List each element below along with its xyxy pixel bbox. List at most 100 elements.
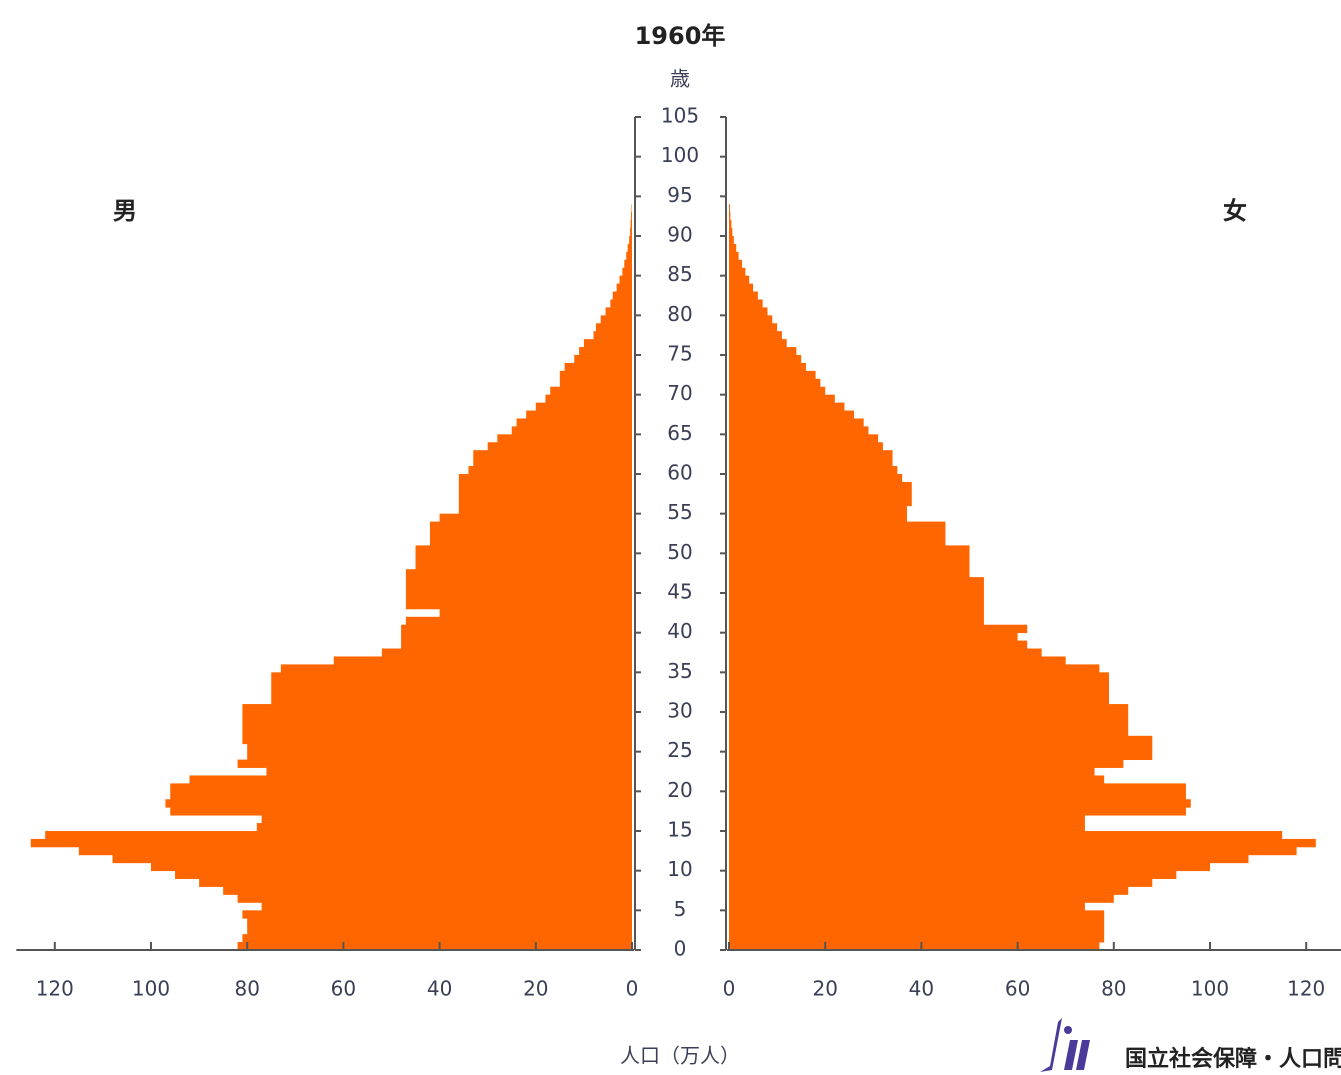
bar	[629, 236, 632, 245]
bar	[729, 600, 984, 610]
bar	[729, 299, 763, 308]
bar	[415, 545, 632, 554]
bar	[729, 251, 739, 261]
bar	[237, 759, 632, 768]
bar	[458, 497, 632, 507]
bar	[729, 378, 821, 388]
bar	[564, 362, 632, 372]
y-tick-label: 55	[667, 500, 692, 524]
bar	[729, 886, 1129, 895]
bar	[271, 680, 632, 689]
bar	[729, 585, 984, 594]
legend-female: 女	[1223, 197, 1247, 225]
bar	[729, 315, 773, 324]
x-tick-label: 60	[331, 977, 356, 1001]
bar	[729, 489, 912, 499]
bar	[729, 807, 1186, 816]
bar	[729, 323, 778, 332]
bar	[458, 489, 632, 499]
bar	[242, 934, 632, 943]
bar	[729, 243, 737, 253]
bar	[729, 339, 787, 348]
y-axis-label: 歳	[670, 67, 690, 91]
bar	[247, 751, 632, 760]
bar	[271, 688, 632, 697]
bar	[729, 783, 1186, 792]
bar	[729, 632, 1018, 641]
bar	[729, 862, 1210, 872]
bar	[729, 894, 1114, 903]
bar	[729, 394, 835, 403]
bar	[729, 640, 1028, 649]
bar	[729, 307, 768, 316]
y-tick-label: 105	[661, 104, 699, 128]
bar	[630, 220, 632, 229]
bar	[271, 672, 632, 681]
y-tick-label: 60	[667, 461, 692, 485]
bar	[610, 299, 632, 308]
bar	[729, 259, 742, 269]
bar	[401, 624, 632, 634]
bar	[261, 902, 632, 911]
bar	[729, 767, 1095, 776]
bar	[729, 926, 1105, 935]
bar	[439, 608, 632, 618]
chart-title: 1960年	[635, 22, 726, 50]
bar	[405, 585, 632, 594]
bar	[729, 450, 893, 459]
bar	[429, 521, 632, 530]
bar	[729, 402, 845, 411]
y-tick-label: 15	[667, 818, 692, 842]
y-tick-label: 50	[667, 540, 692, 564]
x-axis-label: 人口（万人）	[620, 1044, 740, 1068]
x-tick-label: 60	[1005, 977, 1030, 1001]
bar	[151, 862, 632, 872]
bar	[256, 823, 632, 832]
bar	[729, 727, 1129, 737]
bar	[729, 426, 869, 435]
bar	[429, 529, 632, 538]
bar	[165, 799, 632, 808]
bar	[729, 743, 1153, 753]
bar	[729, 799, 1191, 808]
bar	[729, 283, 754, 292]
bar	[729, 815, 1085, 824]
bar	[405, 593, 632, 602]
bar	[729, 696, 1109, 705]
bar	[415, 561, 632, 570]
y-tick-label: 25	[667, 738, 692, 762]
bar	[729, 712, 1129, 721]
bar	[729, 680, 1109, 689]
bar	[729, 291, 758, 300]
bar	[729, 505, 907, 515]
bar	[729, 386, 826, 396]
bar	[600, 315, 632, 324]
logo-mark	[1040, 1018, 1090, 1072]
bar	[729, 831, 1283, 840]
bar	[729, 561, 970, 570]
bar	[405, 569, 632, 578]
x-tick-label: 0	[723, 977, 736, 1001]
bar	[729, 616, 984, 626]
bar	[616, 283, 632, 292]
bar	[729, 593, 984, 602]
bar	[401, 632, 632, 641]
y-tick-label: 95	[667, 183, 692, 207]
bar	[574, 355, 632, 364]
bar	[199, 878, 632, 887]
bar	[729, 791, 1186, 800]
bar	[729, 513, 907, 522]
x-tick-label: 80	[234, 977, 259, 1001]
bar	[247, 918, 632, 927]
bar	[439, 513, 632, 522]
bar	[729, 942, 1100, 951]
bar	[189, 775, 633, 784]
bar	[559, 378, 632, 388]
bar	[729, 236, 734, 245]
bar	[729, 212, 731, 221]
bar	[559, 370, 632, 380]
bar	[729, 823, 1085, 832]
bar	[458, 481, 632, 491]
bar	[487, 442, 632, 451]
